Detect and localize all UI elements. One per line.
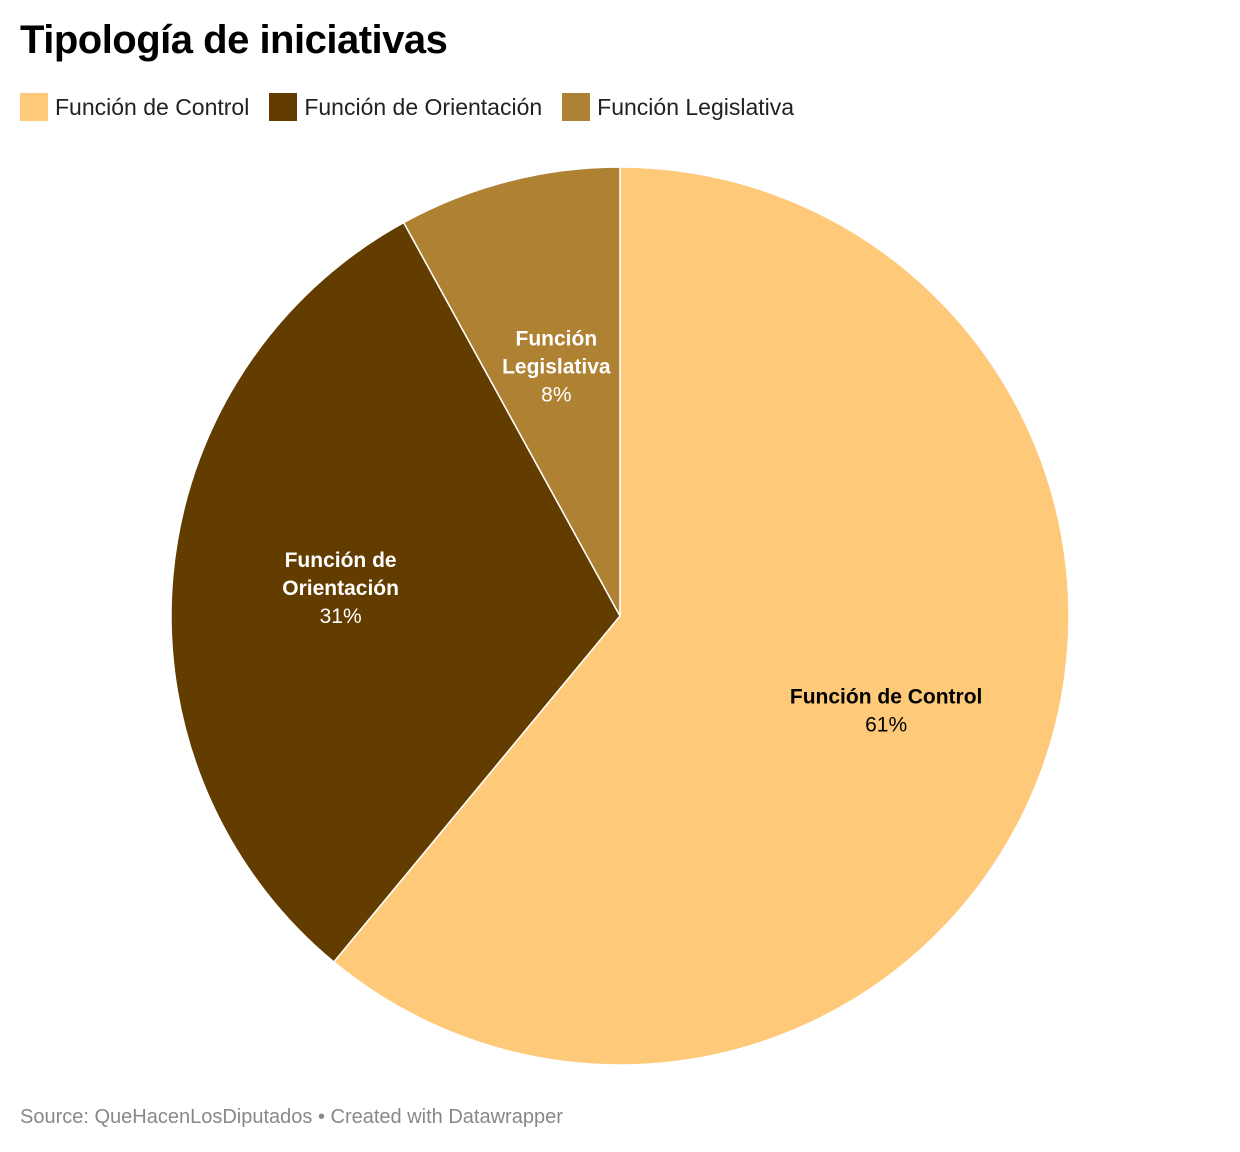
legend: Función de Control Función de Orientació… <box>20 93 814 121</box>
chart-title: Tipología de iniciativas <box>20 18 448 62</box>
legend-item-legislativa: Función Legislativa <box>562 93 794 121</box>
slice-label-value-control: 61% <box>865 713 907 736</box>
legend-label-control: Función de Control <box>55 93 250 120</box>
slice-label-name-legislativa-0: Función <box>516 328 598 351</box>
legend-label-legislativa: Función Legislativa <box>597 93 795 120</box>
legend-item-orientacion: Función de Orientación <box>269 93 542 121</box>
pie-slice-legislativa <box>402 166 621 617</box>
pie-slice-control <box>332 166 1070 1066</box>
pie-slice-orientacion <box>170 221 621 964</box>
slice-label-control: Función de Control 61% <box>790 685 982 736</box>
slice-label-value-orientacion: 31% <box>320 605 362 628</box>
slice-label-orientacion: Función de Orientación 31% <box>282 549 399 628</box>
slice-label-legislativa: Función Legislativa 8% <box>502 328 611 407</box>
source-footer: Source: QueHacenLosDiputados • Created w… <box>20 1106 563 1128</box>
slice-label-name-control-0: Función de Control <box>790 685 982 708</box>
legend-swatch-control <box>20 93 48 121</box>
legend-swatch-legislativa <box>562 93 591 121</box>
slice-label-name-orientacion-0: Función de <box>285 549 397 572</box>
slice-label-value-legislativa: 8% <box>541 384 571 407</box>
legend-item-control: Función de Control <box>20 93 249 121</box>
slice-label-name-orientacion-1: Orientación <box>282 577 399 600</box>
slice-label-name-legislativa-1: Legislativa <box>502 356 611 379</box>
legend-swatch-orientacion <box>269 93 298 121</box>
legend-label-orientacion: Función de Orientación <box>304 93 543 120</box>
